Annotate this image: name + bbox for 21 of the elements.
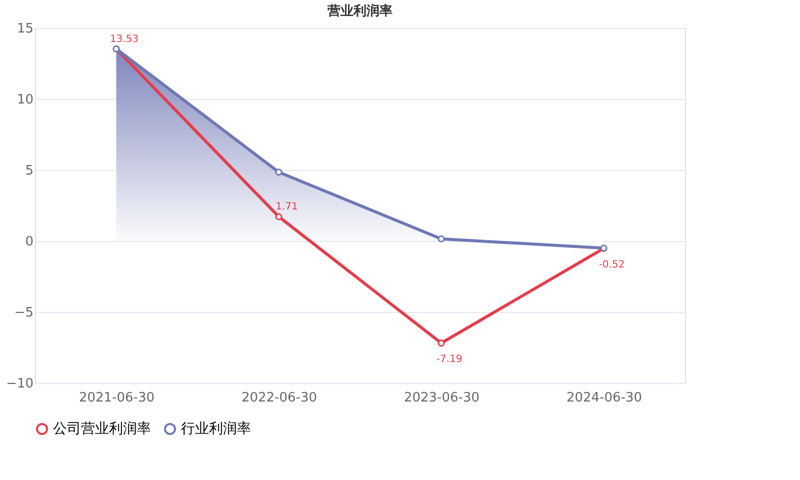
x-tick-label: 2023-06-30 (404, 390, 480, 406)
y-tick-label: −5 (14, 306, 34, 320)
point (275, 168, 282, 176)
data-label: 13.53 (110, 34, 139, 45)
point (438, 340, 445, 347)
x-tick-label: 2022-06-30 (241, 390, 318, 406)
chart-title: 营业利润率 (326, 3, 392, 19)
y-tick-label: −10 (6, 376, 34, 392)
data-label: -0.52 (598, 259, 625, 270)
x-tick-label: 2024-06-30 (566, 390, 642, 406)
point (438, 235, 445, 242)
data-label: -7.19 (436, 354, 462, 366)
y-tick-label: 10 (16, 92, 34, 108)
y-tick-label: 5 (25, 164, 34, 178)
y-tick-label: 0 (25, 234, 34, 250)
point (275, 213, 282, 220)
legend-label: 行业利润率 (181, 421, 251, 437)
legend-label: 公司营业利润率 (53, 421, 151, 437)
data-label: 1.71 (276, 202, 298, 213)
y-tick-label: 15 (16, 22, 34, 36)
x-tick-label: 2021-06-30 (78, 390, 155, 406)
